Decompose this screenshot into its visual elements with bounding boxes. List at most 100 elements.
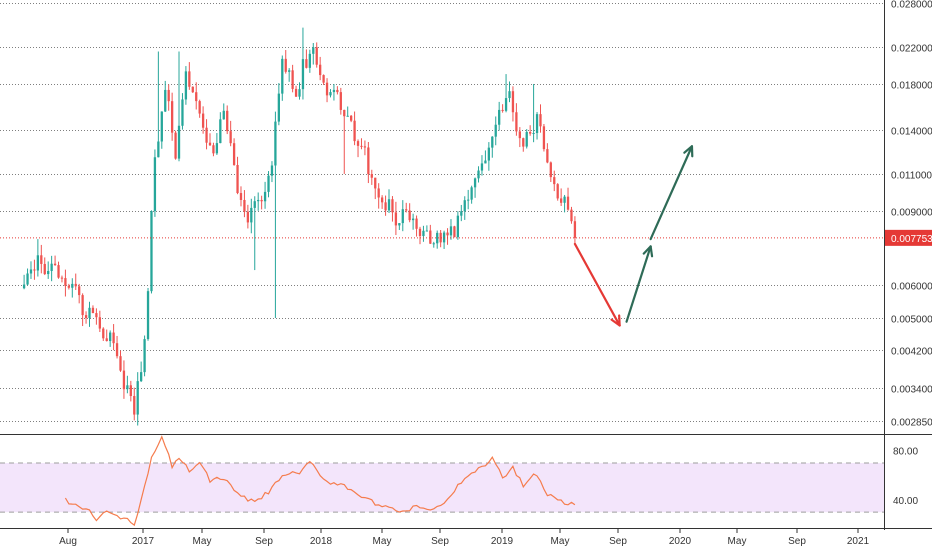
candle-body bbox=[411, 218, 415, 221]
candle-body bbox=[205, 127, 208, 143]
candle-body bbox=[67, 285, 71, 288]
candle-body bbox=[239, 193, 243, 200]
candle-body bbox=[525, 132, 528, 147]
candle-body bbox=[529, 132, 532, 134]
candle-body bbox=[215, 143, 219, 154]
candle-body bbox=[81, 295, 84, 316]
candle-body bbox=[184, 71, 188, 100]
candle-body bbox=[208, 142, 212, 146]
candle-body bbox=[181, 99, 184, 126]
price-tick-label: 0.022000 bbox=[891, 44, 932, 55]
candle-body bbox=[566, 196, 570, 210]
candles bbox=[22, 27, 577, 426]
candle-body bbox=[522, 138, 525, 147]
projection-arrow-head bbox=[683, 145, 694, 158]
candle-body bbox=[157, 141, 160, 158]
candle-body bbox=[229, 131, 232, 144]
candle-body bbox=[336, 89, 339, 93]
candle-body bbox=[270, 165, 274, 176]
price-tick-label: 0.006000 bbox=[891, 282, 932, 293]
candle-body bbox=[119, 356, 122, 371]
price-tick-label: 0.009000 bbox=[891, 208, 932, 219]
candle-body bbox=[188, 71, 191, 87]
candle-body bbox=[329, 92, 332, 96]
candle-body bbox=[556, 184, 559, 199]
candle-body bbox=[243, 199, 246, 212]
candle-body bbox=[573, 221, 577, 238]
candle-body bbox=[456, 215, 460, 238]
candle-body bbox=[377, 188, 380, 198]
candle-body bbox=[198, 101, 201, 114]
candle-body bbox=[291, 70, 294, 89]
candle-body bbox=[312, 47, 315, 54]
candle-body bbox=[446, 232, 449, 236]
candle-body bbox=[126, 385, 129, 390]
candle-body bbox=[64, 278, 67, 286]
time-tick-label: Sep bbox=[609, 536, 627, 547]
rsi-panel bbox=[64, 435, 576, 527]
candle-body bbox=[384, 202, 387, 211]
candle-body bbox=[143, 339, 146, 373]
candle-body bbox=[263, 191, 267, 202]
candle-body bbox=[22, 284, 26, 289]
candle-body bbox=[429, 230, 432, 244]
time-tick-label: Sep bbox=[431, 536, 449, 547]
time-tick-label: 2017 bbox=[132, 536, 155, 547]
candle-body bbox=[504, 98, 508, 111]
candle-body bbox=[532, 133, 535, 135]
candle-body bbox=[43, 263, 46, 275]
candle-body bbox=[164, 89, 167, 112]
candle-body bbox=[549, 162, 552, 178]
candle-body bbox=[160, 111, 163, 142]
candle-body bbox=[301, 59, 305, 90]
candle-body bbox=[236, 164, 239, 194]
candle-body bbox=[422, 230, 425, 237]
chart-frames bbox=[0, 0, 932, 530]
candle-body bbox=[387, 199, 391, 211]
candle-body bbox=[298, 89, 301, 97]
candle-body bbox=[343, 109, 346, 117]
price-grid bbox=[0, 3, 884, 422]
time-tick-label: May bbox=[193, 536, 212, 547]
candle-body bbox=[60, 277, 64, 279]
time-tick-label: Sep bbox=[255, 536, 273, 547]
price-tick-label: 0.014000 bbox=[891, 127, 932, 138]
candle-body bbox=[91, 307, 95, 314]
candle-body bbox=[226, 110, 229, 132]
price-tick-label: 0.002850 bbox=[891, 418, 932, 429]
candle-body bbox=[47, 270, 50, 275]
projection-arrow-line bbox=[625, 245, 652, 323]
candle-body bbox=[453, 226, 456, 238]
candle-body bbox=[71, 283, 74, 288]
time-tick-label: 2021 bbox=[847, 536, 870, 547]
candle-body bbox=[494, 124, 497, 137]
candle-body bbox=[370, 174, 373, 178]
candle-body bbox=[518, 131, 521, 139]
candle-body bbox=[487, 147, 490, 161]
time-axis: Aug 2017 May Sep 2018 May Sep 2019 May Sep 2020 May… bbox=[59, 528, 870, 547]
candle-body bbox=[294, 88, 298, 97]
candle-body bbox=[360, 145, 363, 147]
candle-body bbox=[515, 112, 518, 132]
current-price-label: 0.007753 bbox=[885, 229, 932, 246]
current-price-value: 0.007753 bbox=[891, 234, 932, 245]
candle-body bbox=[425, 230, 429, 232]
candle-body bbox=[253, 201, 256, 208]
candle-body bbox=[491, 136, 494, 148]
time-tick-label: Sep bbox=[788, 536, 806, 547]
candle-body bbox=[250, 207, 253, 223]
candle-body bbox=[349, 115, 353, 121]
candle-body bbox=[174, 132, 177, 159]
candle-body bbox=[29, 269, 33, 274]
candle-body bbox=[191, 86, 194, 93]
candle-body bbox=[477, 170, 480, 179]
price-tick-label: 0.003400 bbox=[891, 385, 932, 396]
candle-body bbox=[546, 149, 549, 163]
candle-body bbox=[470, 187, 473, 200]
candle-body bbox=[401, 209, 404, 224]
time-tick-label: May bbox=[373, 536, 392, 547]
candle-body bbox=[405, 209, 408, 211]
candle-body bbox=[36, 255, 40, 271]
candle-body bbox=[501, 109, 504, 111]
